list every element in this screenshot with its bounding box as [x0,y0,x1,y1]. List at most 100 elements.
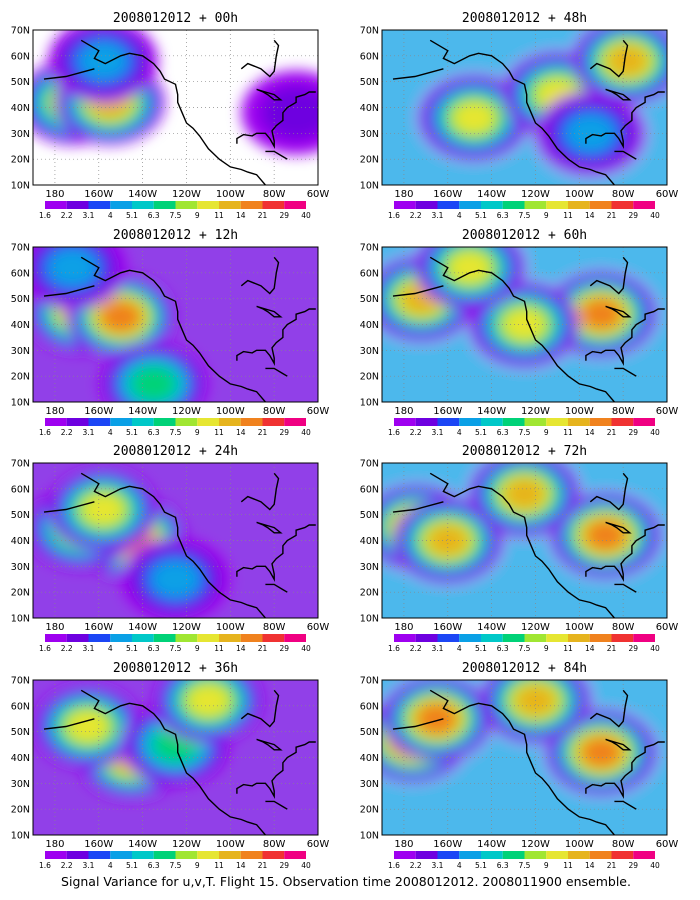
colorbar-swatch [502,201,525,209]
colorbar-label: 11 [563,861,573,870]
x-tick-label: 100W [565,622,594,633]
colorbar-label: 7.5 [170,861,182,870]
colorbar-swatch [481,418,503,426]
colorbar-swatch [415,634,438,642]
coastline [80,256,266,402]
colorbar-label: 5.1 [126,428,138,437]
x-tick-label: 120W [172,839,201,850]
colorbar-label: 7.5 [170,211,182,220]
map-panel: 2008012012 + 00h 10N 20N 30N 40N 50N 60N 70N 180… [11,11,330,220]
variance-contour [417,703,457,734]
colorbar-label: 7.5 [519,644,531,653]
colorbar-swatch [45,634,67,642]
y-tick-label: 20N [360,372,379,383]
panel-title: 2008012012 + 60h [462,228,587,243]
colorbar-label: 9 [195,211,200,220]
coastline [43,285,95,297]
y-tick-label: 10N [11,614,30,625]
colorbar-swatch [611,418,634,426]
colorbar-label: 21 [607,428,617,437]
colorbar-swatch [197,201,219,209]
x-tick-label: 80W [612,189,635,200]
plot-area [33,680,318,835]
plot-frame [381,29,668,186]
x-tick-label: 60W [307,189,330,200]
colorbar-label: 2.2 [410,428,422,437]
variance-contour [581,737,621,768]
coastline [614,367,637,377]
x-tick-label: 140W [477,839,506,850]
variance-field [382,247,667,402]
colorbar-label: 40 [650,644,660,653]
coastline [256,521,283,534]
colorbar-swatch [524,201,547,209]
colorbar-swatch [88,201,111,209]
y-tick-label: 70N [360,459,379,470]
x-tick-label: 60W [307,406,330,417]
y-tick-label: 30N [360,129,379,140]
coastline [429,256,615,402]
x-tick-label: 180 [45,406,64,417]
colorbar-label: 1.6 [388,211,400,220]
colorbar-swatch [88,634,111,642]
colorbar-swatch [262,201,285,209]
colorbar-swatch [502,418,525,426]
x-tick-label: 160W [84,839,113,850]
colorbar-label: 5.1 [475,861,487,870]
plot-frame [381,679,668,836]
x-tick-label: 180 [394,406,413,417]
map-panel: 2008012012 + 24h 10N 20N 30N 40N 50N 60N 70N 180… [11,444,330,653]
y-tick-label: 70N [11,26,30,37]
x-tick-label: 180 [394,839,413,850]
colorbar-swatch [611,851,634,859]
x-tick-label: 100W [216,406,245,417]
x-tick-label: 120W [521,622,550,633]
x-tick-label: 80W [263,406,286,417]
colorbar-label: 9 [544,428,549,437]
colorbar-label: 29 [279,211,289,220]
coastline [240,256,280,295]
colorbar-swatch [502,634,525,642]
variance-contour [449,251,491,284]
colorbar-swatch [568,201,590,209]
colorbar-label: 21 [607,644,617,653]
colorbar-swatch [481,201,503,209]
y-tick-label: 20N [11,372,30,383]
coastline [585,308,665,366]
colorbar-swatch [481,851,503,859]
colorbar-label: 1.6 [39,861,51,870]
colorbar-swatch [524,418,547,426]
colorbar-swatch [502,851,525,859]
variance-contour [581,299,621,330]
y-tick-label: 50N [360,510,379,521]
y-tick-label: 50N [11,294,30,305]
colorbar-label: 11 [214,211,224,220]
colorbar-label: 6.3 [497,644,509,653]
variance-contour [453,102,495,134]
colorbar-label: 7.5 [519,428,531,437]
colorbar-label: 1.6 [388,861,400,870]
y-tick-label: 50N [360,294,379,305]
panels: 2008012012 + 00h 10N 20N 30N 40N 50N 60N 70N 180… [11,11,679,870]
colorbar-swatch [197,634,219,642]
x-tick-label: 80W [263,622,286,633]
coastline [605,88,632,101]
coastline [605,305,632,318]
colorbar-swatch [66,851,89,859]
colorbar-label: 14 [585,644,595,653]
colorbar-label: 21 [258,211,268,220]
colorbar-swatch [437,418,460,426]
colorbar-swatch [175,418,198,426]
panel-title: 2008012012 + 48h [462,11,587,26]
colorbar-swatch [197,418,219,426]
y-tick-label: 30N [360,779,379,790]
colorbar-swatch [415,851,438,859]
coastline [240,689,280,728]
colorbar-label: 2.2 [410,644,422,653]
panel-title: 2008012012 + 24h [113,444,238,459]
coastline [392,285,444,297]
plot-area [382,247,667,402]
colorbar-swatch [45,201,67,209]
variance-contour [150,559,201,599]
y-tick-label: 70N [360,676,379,687]
